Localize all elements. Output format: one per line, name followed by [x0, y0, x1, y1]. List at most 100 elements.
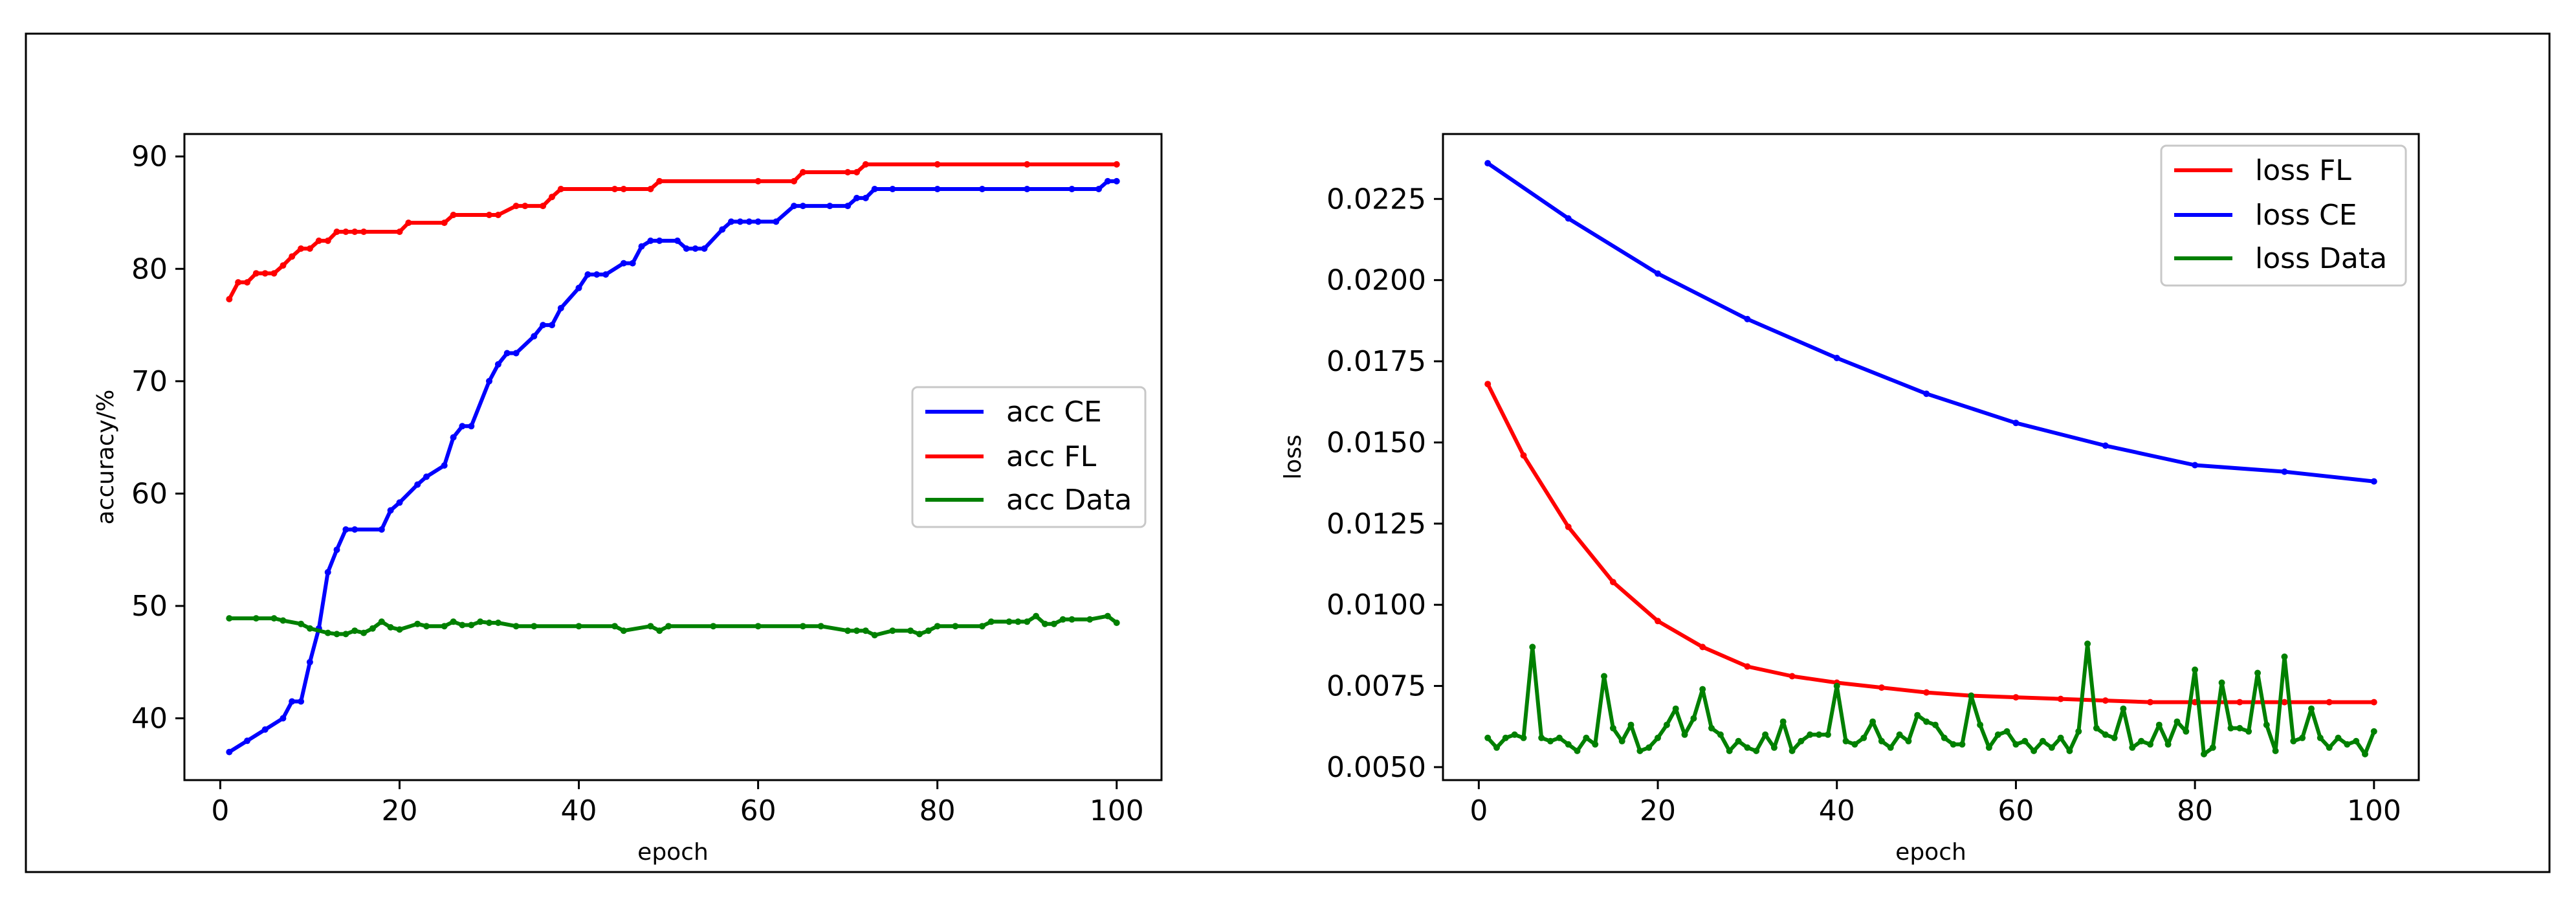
data-point-loss-ce	[2370, 478, 2377, 485]
data-point-loss-ce	[2102, 442, 2109, 449]
data-point-loss-data	[1860, 734, 1867, 741]
data-point-acc-ce	[459, 423, 466, 430]
data-point-acc-data	[270, 615, 278, 622]
legend-label-acc-data: acc Data	[1006, 484, 1132, 517]
data-point-acc-ce	[629, 260, 636, 267]
data-point-loss-data	[2147, 741, 2153, 748]
data-point-loss-data	[2174, 718, 2181, 725]
legend-label-loss-ce: loss CE	[2255, 199, 2357, 232]
data-point-loss-data	[1878, 737, 1885, 745]
data-point-acc-data	[396, 626, 403, 633]
data-point-acc-data	[360, 629, 368, 636]
loss-ticks-layer: 0 20 40 60 80 100 0.0050 0.0075 0.0100 0.0125 0.01…	[1327, 183, 2401, 827]
loss-y-tick-label: 0.0175	[1327, 345, 1426, 378]
loss-series-layer	[1484, 160, 2377, 757]
data-point-loss-data	[1520, 734, 1527, 741]
legend-label-acc-ce: acc CE	[1006, 396, 1102, 429]
loss-x-tick-label: 20	[1640, 794, 1676, 827]
data-point-loss-data	[1538, 734, 1545, 741]
data-point-acc-data	[468, 621, 475, 629]
data-point-acc-ce	[593, 271, 600, 278]
accuracy-series-layer	[226, 161, 1120, 756]
data-point-loss-data	[1762, 731, 1769, 738]
data-point-acc-data	[1086, 616, 1094, 623]
data-point-loss-data	[1502, 734, 1509, 741]
data-point-loss-data	[1735, 737, 1742, 745]
data-point-loss-data	[2317, 734, 2324, 741]
accuracy-x-tick-label: 60	[740, 794, 776, 827]
data-point-acc-data	[494, 620, 501, 626]
series-line-loss-data	[1486, 642, 2376, 756]
data-point-acc-data	[1033, 612, 1040, 620]
data-point-acc-fl	[333, 229, 340, 235]
data-point-acc-data	[280, 617, 287, 624]
data-point-acc-fl	[244, 279, 250, 286]
data-point-acc-fl	[226, 296, 233, 303]
data-point-acc-ce	[306, 658, 313, 666]
data-point-loss-data	[2021, 737, 2029, 745]
data-point-acc-fl	[441, 219, 448, 227]
data-point-acc-data	[1050, 620, 1057, 627]
loss-x-tick-label: 100	[2347, 794, 2401, 827]
data-point-loss-ce	[1923, 390, 1930, 398]
accuracy-y-tick-label: 50	[131, 590, 168, 623]
data-point-acc-data	[324, 629, 331, 636]
data-point-loss-data	[1824, 731, 1831, 738]
data-point-acc-data	[647, 623, 654, 630]
data-point-loss-data	[1609, 724, 1616, 732]
data-point-loss-fl	[2326, 699, 2333, 706]
data-point-acc-ce	[387, 507, 394, 514]
data-point-loss-fl	[1878, 684, 1885, 691]
data-point-acc-fl	[862, 161, 869, 168]
data-point-loss-data	[1842, 737, 1849, 745]
data-point-loss-data	[1798, 737, 1805, 745]
data-point-loss-data	[2299, 734, 2306, 741]
data-point-loss-data	[1529, 644, 1536, 651]
data-point-loss-data	[1636, 747, 1644, 754]
data-point-acc-ce	[602, 271, 610, 278]
data-point-loss-data	[2075, 728, 2082, 735]
data-point-acc-ce	[575, 284, 582, 291]
data-point-acc-ce	[1068, 186, 1075, 192]
legend-label-acc-fl: acc FL	[1006, 440, 1097, 473]
data-point-loss-data	[1663, 721, 1670, 728]
data-point-acc-data	[486, 620, 492, 626]
loss-legend-box	[2160, 144, 2407, 287]
accuracy-plot-frame	[183, 133, 1163, 781]
loss-chart: 0 20 40 60 80 100 0.0050 0.0075 0.0100 0.0125 0.01…	[1280, 133, 2420, 866]
data-point-loss-data	[1556, 734, 1563, 741]
data-point-loss-data	[2254, 669, 2261, 677]
data-point-acc-data	[512, 623, 520, 630]
data-point-acc-fl	[844, 169, 852, 175]
data-point-acc-data	[575, 623, 582, 630]
data-point-acc-fl	[360, 229, 368, 235]
data-point-loss-data	[2084, 640, 2091, 647]
data-point-acc-data	[978, 623, 985, 630]
accuracy-x-tick-label: 80	[919, 794, 956, 827]
data-point-loss-ce	[2012, 420, 2020, 427]
data-point-acc-ce	[298, 698, 305, 705]
data-point-loss-data	[1816, 731, 1823, 738]
loss-x-axis-label: epoch	[1895, 839, 1966, 866]
data-point-acc-data	[333, 631, 340, 638]
data-point-acc-ce	[441, 462, 448, 469]
data-point-acc-ce	[503, 350, 511, 357]
data-point-loss-ce	[1833, 355, 1840, 361]
data-point-loss-data	[1565, 741, 1572, 748]
data-point-loss-data	[2031, 747, 2038, 754]
data-point-acc-data	[925, 627, 932, 634]
data-point-loss-data	[2012, 741, 2020, 748]
data-point-loss-ce	[1565, 215, 1572, 222]
data-point-acc-fl	[342, 229, 349, 235]
data-point-loss-data	[1833, 682, 1840, 689]
data-point-acc-fl	[853, 169, 860, 175]
data-point-loss-data	[2344, 741, 2351, 748]
data-point-loss-data	[2120, 705, 2127, 712]
series-line-acc-fl	[227, 162, 1119, 302]
data-point-loss-data	[2093, 724, 2100, 732]
data-point-loss-data	[2308, 705, 2315, 712]
data-point-loss-data	[2290, 737, 2297, 745]
data-point-acc-data	[665, 623, 672, 630]
data-point-acc-ce	[333, 546, 340, 554]
data-point-acc-data	[414, 620, 421, 627]
